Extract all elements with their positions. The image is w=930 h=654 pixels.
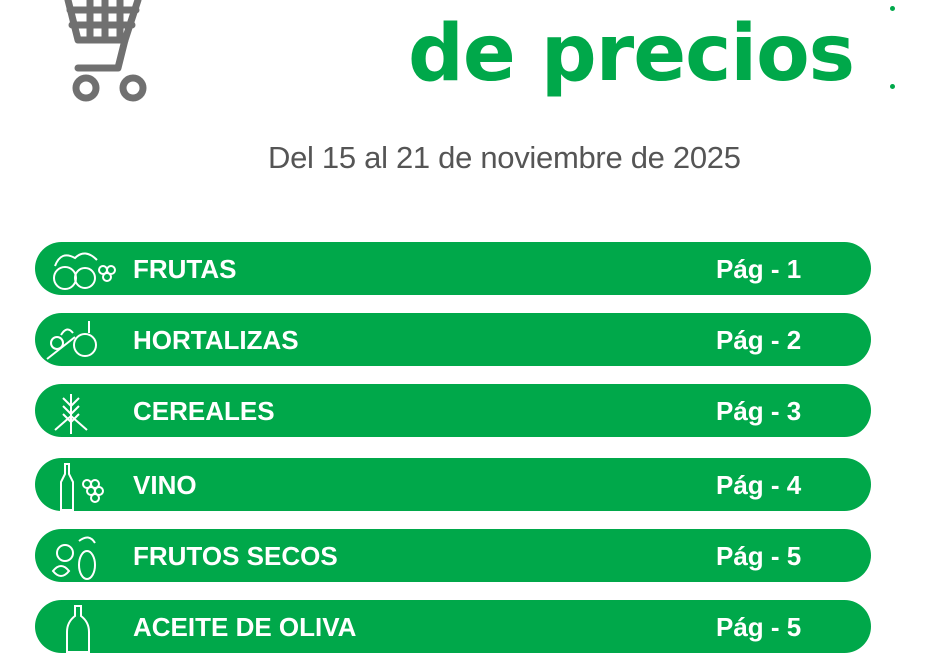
decorative-dot: [890, 6, 895, 11]
section-label: ACEITE DE OLIVA: [133, 612, 357, 642]
section-label: FRUTAS: [133, 254, 237, 284]
section-label: CEREALES: [133, 396, 275, 426]
section-label: HORTALIZAS: [133, 325, 299, 355]
section-page: Pág - 5: [716, 541, 802, 571]
olive-oil-icon: [66, 605, 90, 653]
decorative-dot: [890, 84, 895, 89]
section-row-cereales[interactable]: CEREALES Pág - 3: [35, 384, 871, 437]
section-page: Pág - 1: [716, 254, 802, 284]
wine-icon: [60, 463, 104, 511]
shopping-cart-icon: [64, 0, 147, 102]
page-title: de precios: [408, 9, 855, 99]
section-row-frutas[interactable]: FRUTAS Pág - 1: [35, 242, 871, 295]
section-page: Pág - 2: [716, 325, 802, 355]
section-label: FRUTOS SECOS: [133, 541, 338, 571]
fruits-icon: [53, 252, 116, 290]
nuts-icon: [51, 536, 96, 580]
wheat-icon: [54, 394, 88, 434]
section-page: Pág - 3: [716, 396, 802, 426]
section-row-hortalizas[interactable]: HORTALIZAS Pág - 2: [35, 313, 871, 366]
section-row-frutos-secos[interactable]: FRUTOS SECOS Pág - 5: [35, 529, 871, 582]
vegetables-icon: [46, 321, 97, 360]
section-row-vino[interactable]: VINO Pág - 4: [35, 458, 871, 511]
section-page: Pág - 5: [716, 612, 802, 642]
date-range: Del 15 al 21 de noviembre de 2025: [268, 140, 741, 175]
section-label: VINO: [133, 470, 197, 500]
section-row-aceite-de-oliva[interactable]: ACEITE DE OLIVA Pág - 5: [35, 600, 871, 653]
section-page: Pág - 4: [716, 470, 802, 500]
